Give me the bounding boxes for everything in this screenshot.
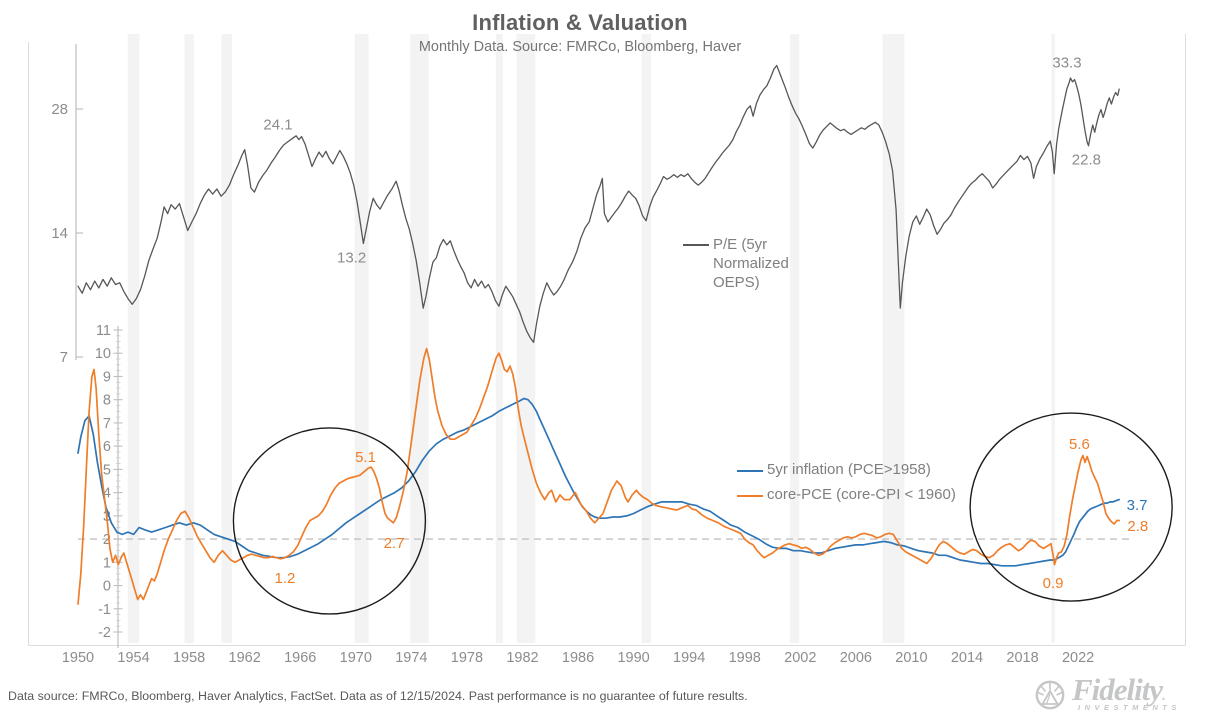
recession-band (354, 34, 369, 643)
value-callout: 24.1 (263, 116, 292, 133)
x-axis-tick-label: 1966 (284, 650, 316, 666)
inflation-axis-tick-label: -2 (98, 625, 111, 641)
x-axis-tick-label: 1990 (617, 650, 649, 666)
x-axis-tick-label: 1994 (673, 650, 705, 666)
inflation-axis-tick-label: 8 (103, 393, 111, 409)
value-callout: 5.1 (355, 449, 376, 466)
x-axis-tick-label: 2010 (895, 650, 927, 666)
fidelity-logo: Fidelity. INVESTMENTS (1032, 672, 1212, 716)
legend-core-label: core-PCE (core-CPI < 1960) (767, 486, 956, 503)
inflation-axis-tick-label: 9 (103, 369, 111, 385)
inflation-axis-tick-label: 0 (103, 579, 111, 595)
x-axis-tick-label: 1958 (173, 650, 205, 666)
inflation-axis-tick-label: 5 (103, 462, 111, 478)
value-callout: 2.7 (384, 535, 405, 552)
pe-axis-tick-label: 7 (60, 349, 68, 366)
recession-band (1051, 34, 1055, 643)
value-callout: 0.9 (1043, 575, 1064, 592)
legend-pe-label: P/E (5yr Normalized OEPS) (713, 236, 789, 292)
inflation-axis-tick-label: 1 (103, 555, 111, 571)
fidelity-pyramid-icon (1035, 680, 1065, 710)
legend-inflation-label: 5yr inflation (PCE>1958) (767, 461, 931, 478)
inflation-axis-tick-label: 7 (103, 416, 111, 432)
x-axis-tick-label: 1970 (340, 650, 372, 666)
recession-band (410, 34, 429, 643)
inflation-axis-tick-label: 2 (103, 532, 111, 548)
value-callout: 33.3 (1052, 55, 1081, 72)
x-axis-tick-label: 1974 (395, 650, 427, 666)
core-pce-line (77, 347, 1121, 605)
fidelity-wordmark: Fidelity. (1072, 672, 1165, 707)
fidelity-investments-text: INVESTMENTS (1078, 703, 1181, 712)
x-axis-tick-label: 2002 (784, 650, 816, 666)
x-axis-tick-label: 1982 (506, 650, 538, 666)
recession-band (495, 34, 503, 643)
x-axis-tick-label: 2022 (1062, 650, 1094, 666)
value-callout: 5.6 (1069, 436, 1090, 453)
x-axis-tick-label: 2014 (951, 650, 983, 666)
inflation-axis-tick-label: 4 (103, 486, 111, 502)
recession-band (127, 34, 140, 643)
inflation-axis-tick-label: 10 (95, 346, 111, 362)
pe-line-swatch-icon (683, 244, 709, 246)
core-pce-line-swatch-icon (737, 495, 763, 497)
highlight-circle (969, 412, 1173, 602)
value-callout: 13.2 (337, 250, 366, 267)
value-callout: 1.2 (275, 570, 296, 587)
inflation-axis-tick-label: -1 (98, 602, 111, 618)
value-callout: 2.8 (1127, 518, 1148, 535)
legend-pe: P/E (5yr Normalized OEPS) (683, 235, 813, 293)
x-axis-tick-label: 1950 (62, 650, 94, 666)
x-axis-tick-label: 2018 (1006, 650, 1038, 666)
value-callout: 22.8 (1072, 152, 1101, 169)
recession-band (882, 34, 905, 643)
legend-core: core-PCE (core-CPI < 1960) (737, 486, 956, 503)
recession-band (516, 34, 536, 643)
footer-disclaimer: Data source: FMRCo, Bloomberg, Haver Ana… (8, 689, 748, 703)
pe-axis-tick-label: 28 (51, 101, 68, 118)
value-callout: 3.7 (1127, 497, 1148, 514)
inflation-axis-tick-label: 11 (96, 323, 111, 339)
recession-band (789, 34, 800, 643)
recession-band (184, 34, 194, 643)
x-axis-tick-label: 1978 (451, 650, 483, 666)
highlight-circle (232, 427, 427, 615)
recession-band (641, 34, 651, 643)
x-axis-tick-label: 1998 (729, 650, 761, 666)
inflation-5yr-line (77, 397, 1121, 567)
x-axis-tick-label: 2006 (840, 650, 872, 666)
x-axis-tick-label: 1954 (117, 650, 149, 666)
pe-line (77, 64, 1120, 343)
legend-inflation: 5yr inflation (PCE>1958) (737, 461, 931, 478)
recession-band (221, 34, 232, 643)
pe-axis-tick-label: 14 (51, 225, 68, 242)
x-axis-tick-label: 1962 (229, 650, 261, 666)
inflation-axis-tick-label: 6 (103, 439, 111, 455)
inflation-line-swatch-icon (737, 470, 763, 472)
wordmark-period: . (1162, 689, 1165, 704)
x-axis-tick-label: 1986 (562, 650, 594, 666)
